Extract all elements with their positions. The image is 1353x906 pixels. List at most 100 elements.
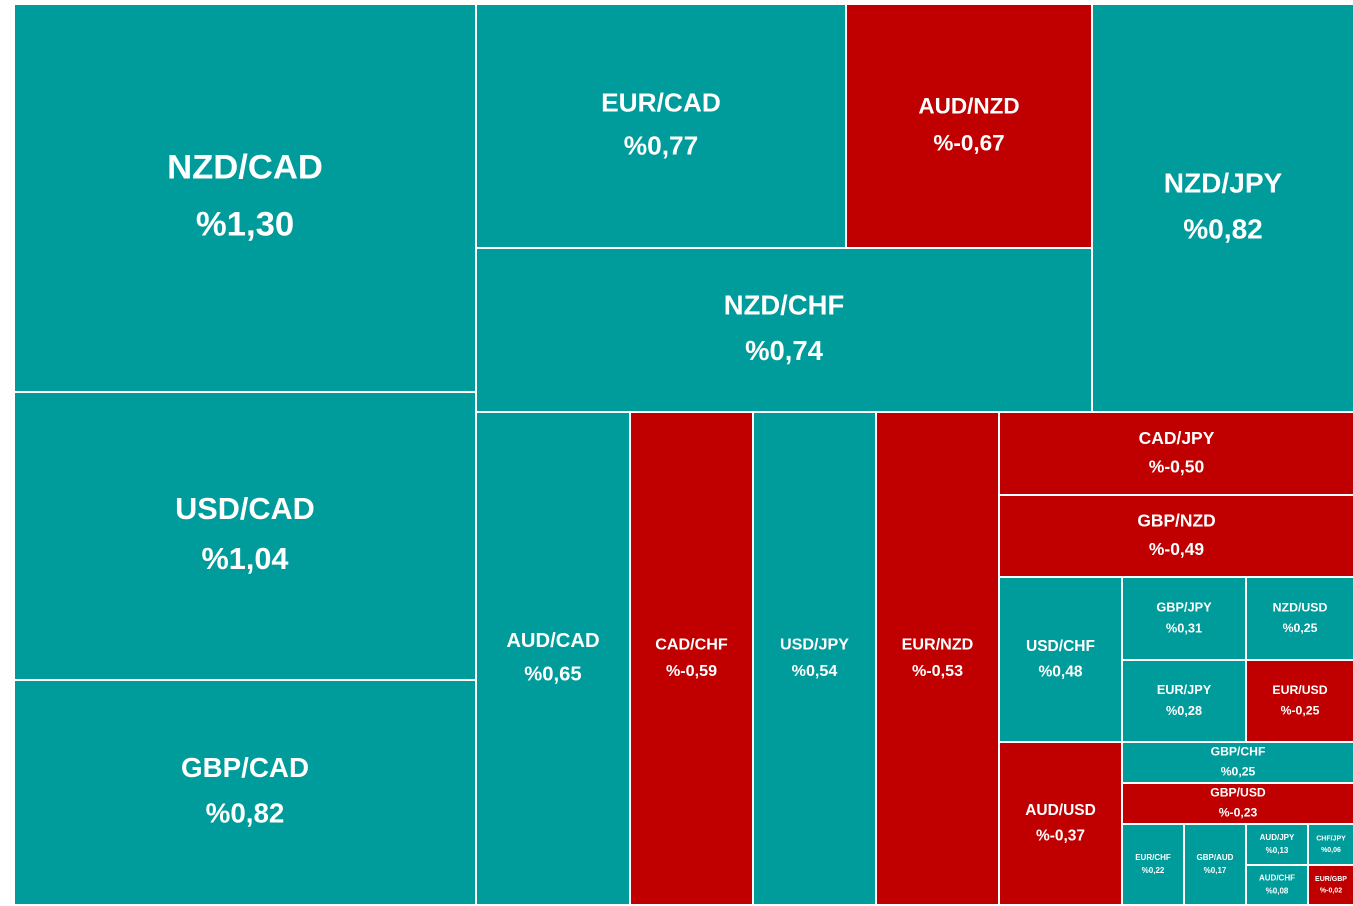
- tile: GBP/AUD %0,17: [1185, 825, 1245, 904]
- tile-label: EUR/GBP: [1315, 876, 1347, 883]
- tile-label: EUR/JPY: [1157, 682, 1212, 697]
- tile-value: %1,30: [196, 206, 294, 244]
- tile-rect: [1123, 784, 1353, 823]
- tile-value: %0,74: [745, 335, 824, 366]
- tile-value: %-0,37: [1036, 827, 1085, 844]
- tile-value: %0,54: [792, 662, 838, 680]
- tile-label: GBP/USD: [1210, 786, 1266, 800]
- tile-rect: [1000, 743, 1121, 904]
- tile-rect: [1247, 866, 1307, 904]
- tile-value: %0,82: [1183, 213, 1263, 244]
- tile: GBP/CHF %0,25: [1123, 743, 1353, 782]
- tile: AUD/JPY %0,13: [1247, 825, 1307, 864]
- tile-rect: [847, 5, 1091, 247]
- tile-label: AUD/NZD: [918, 93, 1019, 118]
- tile: CHF/JPY %0,06: [1309, 825, 1353, 864]
- tile: AUD/CHF %0,08: [1247, 866, 1307, 904]
- tile-rect: [1000, 578, 1121, 741]
- tile-rect: [1309, 825, 1353, 864]
- tile-rect: [1247, 825, 1307, 864]
- tile-rect: [1247, 661, 1353, 741]
- tile-rect: [754, 413, 875, 904]
- tile-label: GBP/CHF: [1211, 745, 1266, 759]
- tile-value: %-0,02: [1320, 888, 1342, 895]
- tile-rect: [1185, 825, 1245, 904]
- tile-label: AUD/USD: [1025, 802, 1096, 819]
- tile: GBP/USD %-0,23: [1123, 784, 1353, 823]
- tile-value: %-0,53: [912, 662, 963, 680]
- tile-value: %0,28: [1166, 703, 1202, 718]
- tile: USD/JPY %0,54: [754, 413, 875, 904]
- tile-label: EUR/NZD: [902, 636, 974, 654]
- tile: EUR/JPY %0,28: [1123, 661, 1245, 741]
- tile: NZD/JPY %0,82: [1093, 5, 1353, 411]
- tile-rect: [477, 5, 845, 247]
- tile: EUR/NZD %-0,53: [877, 413, 998, 904]
- tile-rect: [477, 249, 1091, 411]
- tile-label: CAD/CHF: [655, 636, 728, 654]
- tile: NZD/CHF %0,74: [477, 249, 1091, 411]
- tile: AUD/USD %-0,37: [1000, 743, 1121, 904]
- tile-value: %-0,23: [1219, 806, 1258, 820]
- tile-rect: [15, 5, 475, 391]
- tile-value: %0,17: [1204, 866, 1227, 875]
- tile-label: NZD/JPY: [1164, 167, 1283, 198]
- tile-value: %1,04: [202, 542, 289, 576]
- tile-value: %0,22: [1142, 866, 1165, 875]
- tile: EUR/CHF %0,22: [1123, 825, 1183, 904]
- tile-label: USD/CAD: [175, 492, 315, 526]
- tile-label: GBP/JPY: [1156, 599, 1212, 614]
- tile-label: AUD/JPY: [1260, 833, 1295, 842]
- tile: EUR/USD %-0,25: [1247, 661, 1353, 741]
- tile-value: %0,25: [1221, 765, 1256, 779]
- tile: EUR/CAD %0,77: [477, 5, 845, 247]
- tile: GBP/JPY %0,31: [1123, 578, 1245, 659]
- tile-label: USD/CHF: [1026, 638, 1095, 655]
- tile-rect: [1309, 866, 1353, 904]
- tile-rect: [631, 413, 752, 904]
- tile-label: AUD/CHF: [1259, 874, 1295, 883]
- tile-rect: [1123, 743, 1353, 782]
- tile-label: CHF/JPY: [1316, 836, 1346, 843]
- tile-value: %0,82: [206, 798, 285, 829]
- tile-label: EUR/CHF: [1135, 853, 1171, 862]
- tile-rect: [1123, 661, 1245, 741]
- tile-label: NZD/CHF: [724, 290, 844, 321]
- tile-label: EUR/CAD: [601, 87, 721, 117]
- tile-label: GBP/CAD: [181, 752, 309, 783]
- tile: NZD/CAD %1,30: [15, 5, 475, 391]
- tile-value: %0,25: [1283, 621, 1318, 635]
- tile-value: %0,06: [1321, 847, 1341, 854]
- tile-label: GBP/NZD: [1137, 510, 1215, 530]
- tile-label: GBP/AUD: [1197, 853, 1234, 862]
- tile-rect: [15, 681, 475, 904]
- tile: EUR/GBP %-0,02: [1309, 866, 1353, 904]
- tile-label: NZD/USD: [1273, 601, 1328, 615]
- tile-label: EUR/USD: [1272, 683, 1327, 697]
- tile-value: %0,65: [524, 663, 581, 685]
- tile: NZD/USD %0,25: [1247, 578, 1353, 659]
- tile: GBP/CAD %0,82: [15, 681, 475, 904]
- tile-label: AUD/CAD: [506, 630, 599, 652]
- tile: USD/CHF %0,48: [1000, 578, 1121, 741]
- tile-rect: [1000, 496, 1353, 576]
- tile: GBP/NZD %-0,49: [1000, 496, 1353, 576]
- tile-rect: [1123, 825, 1183, 904]
- tile-rect: [1093, 5, 1353, 411]
- tile-value: %0,48: [1038, 663, 1082, 680]
- tile: AUD/NZD %-0,67: [847, 5, 1091, 247]
- tile-rect: [1123, 578, 1245, 659]
- tile-value: %0,77: [624, 130, 699, 160]
- tile-label: USD/JPY: [780, 636, 849, 654]
- tile-value: %-0,25: [1281, 703, 1320, 717]
- tile-value: %0,08: [1266, 887, 1289, 896]
- tile: AUD/CAD %0,65: [477, 413, 629, 904]
- tile-label: NZD/CAD: [167, 149, 323, 187]
- tile-rect: [1247, 578, 1353, 659]
- tile-rect: [1000, 413, 1353, 494]
- tile: CAD/CHF %-0,59: [631, 413, 752, 904]
- tile-value: %0,13: [1266, 846, 1289, 855]
- tile-rect: [877, 413, 998, 904]
